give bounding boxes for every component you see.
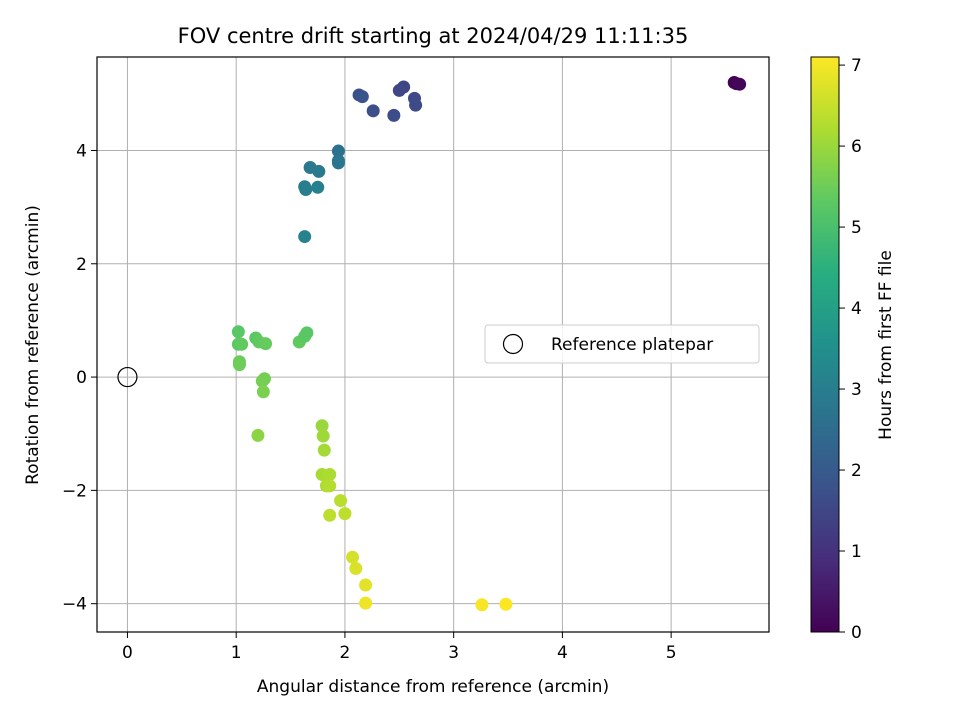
colorbar-tick-label: 5 [851,218,862,238]
data-point [499,597,513,611]
colorbar-label: Hours from first FF file [876,250,896,440]
data-point [331,144,345,158]
colorbar-tick-label: 7 [851,56,862,76]
data-point [323,508,337,522]
colorbar-tick-label: 4 [851,299,862,319]
y-axis-ticks: −4 −2 0 2 4 [62,141,97,615]
colorbar-tick-label: 3 [851,380,862,400]
legend: Reference platepar [484,324,760,364]
data-point [235,337,249,351]
legend-box [484,324,760,364]
data-point [256,385,270,399]
y-axis-label: Rotation from reference (arcmin) [23,205,43,485]
data-point [359,578,373,592]
plot-frame [96,56,770,633]
x-tick-label: 4 [557,643,568,663]
data-point [346,550,360,564]
data-point [232,358,246,372]
scatter-points [117,75,747,612]
colorbar [810,56,840,633]
y-tick-label: 4 [76,141,87,161]
x-tick-label: 0 [122,643,133,663]
legend-marker [502,333,524,355]
data-point [317,443,331,457]
data-point [323,479,337,493]
data-point [387,108,401,122]
data-point [315,419,329,433]
x-tick-label: 3 [448,643,459,663]
data-point [392,83,406,97]
colorbar-tick-label: 2 [851,461,862,481]
y-tick-label: 2 [76,255,87,275]
colorbar-tick-label: 0 [851,623,862,643]
data-point [331,156,345,170]
data-point [366,104,380,118]
colorbar-tick-label: 1 [851,542,862,562]
data-point [251,428,265,442]
reference-point-marker [117,366,138,388]
data-point [259,337,273,351]
x-axis-ticks: 0 1 2 3 4 5 [122,632,677,663]
data-point [338,507,352,521]
colorbar-tick-label: 6 [851,137,862,157]
x-tick-label: 2 [340,643,351,663]
data-point [409,98,423,112]
y-tick-label: −2 [62,481,87,501]
data-point [323,468,337,482]
data-point [298,230,312,244]
x-tick-label: 1 [231,643,242,663]
legend-label-reference: Reference platepar [551,335,713,355]
x-axis-label: Angular distance from reference (arcmin) [257,677,609,697]
data-point [312,164,326,178]
data-point [359,596,373,610]
data-point [349,562,363,576]
data-point [334,494,348,508]
data-point [300,326,314,340]
x-tick-label: 5 [666,643,677,663]
data-point [255,374,269,388]
chart-title: FOV centre drift starting at 2024/04/29 … [178,24,689,48]
data-point [475,598,489,612]
y-tick-label: −4 [62,595,87,615]
data-point [231,325,245,339]
colorbar-ticks: 0 1 2 3 4 5 6 7 [839,56,862,643]
data-point [733,77,747,91]
data-point [299,183,313,197]
data-point [316,429,330,443]
data-point [311,180,325,194]
data-point [355,90,369,104]
y-tick-label: 0 [76,368,87,388]
